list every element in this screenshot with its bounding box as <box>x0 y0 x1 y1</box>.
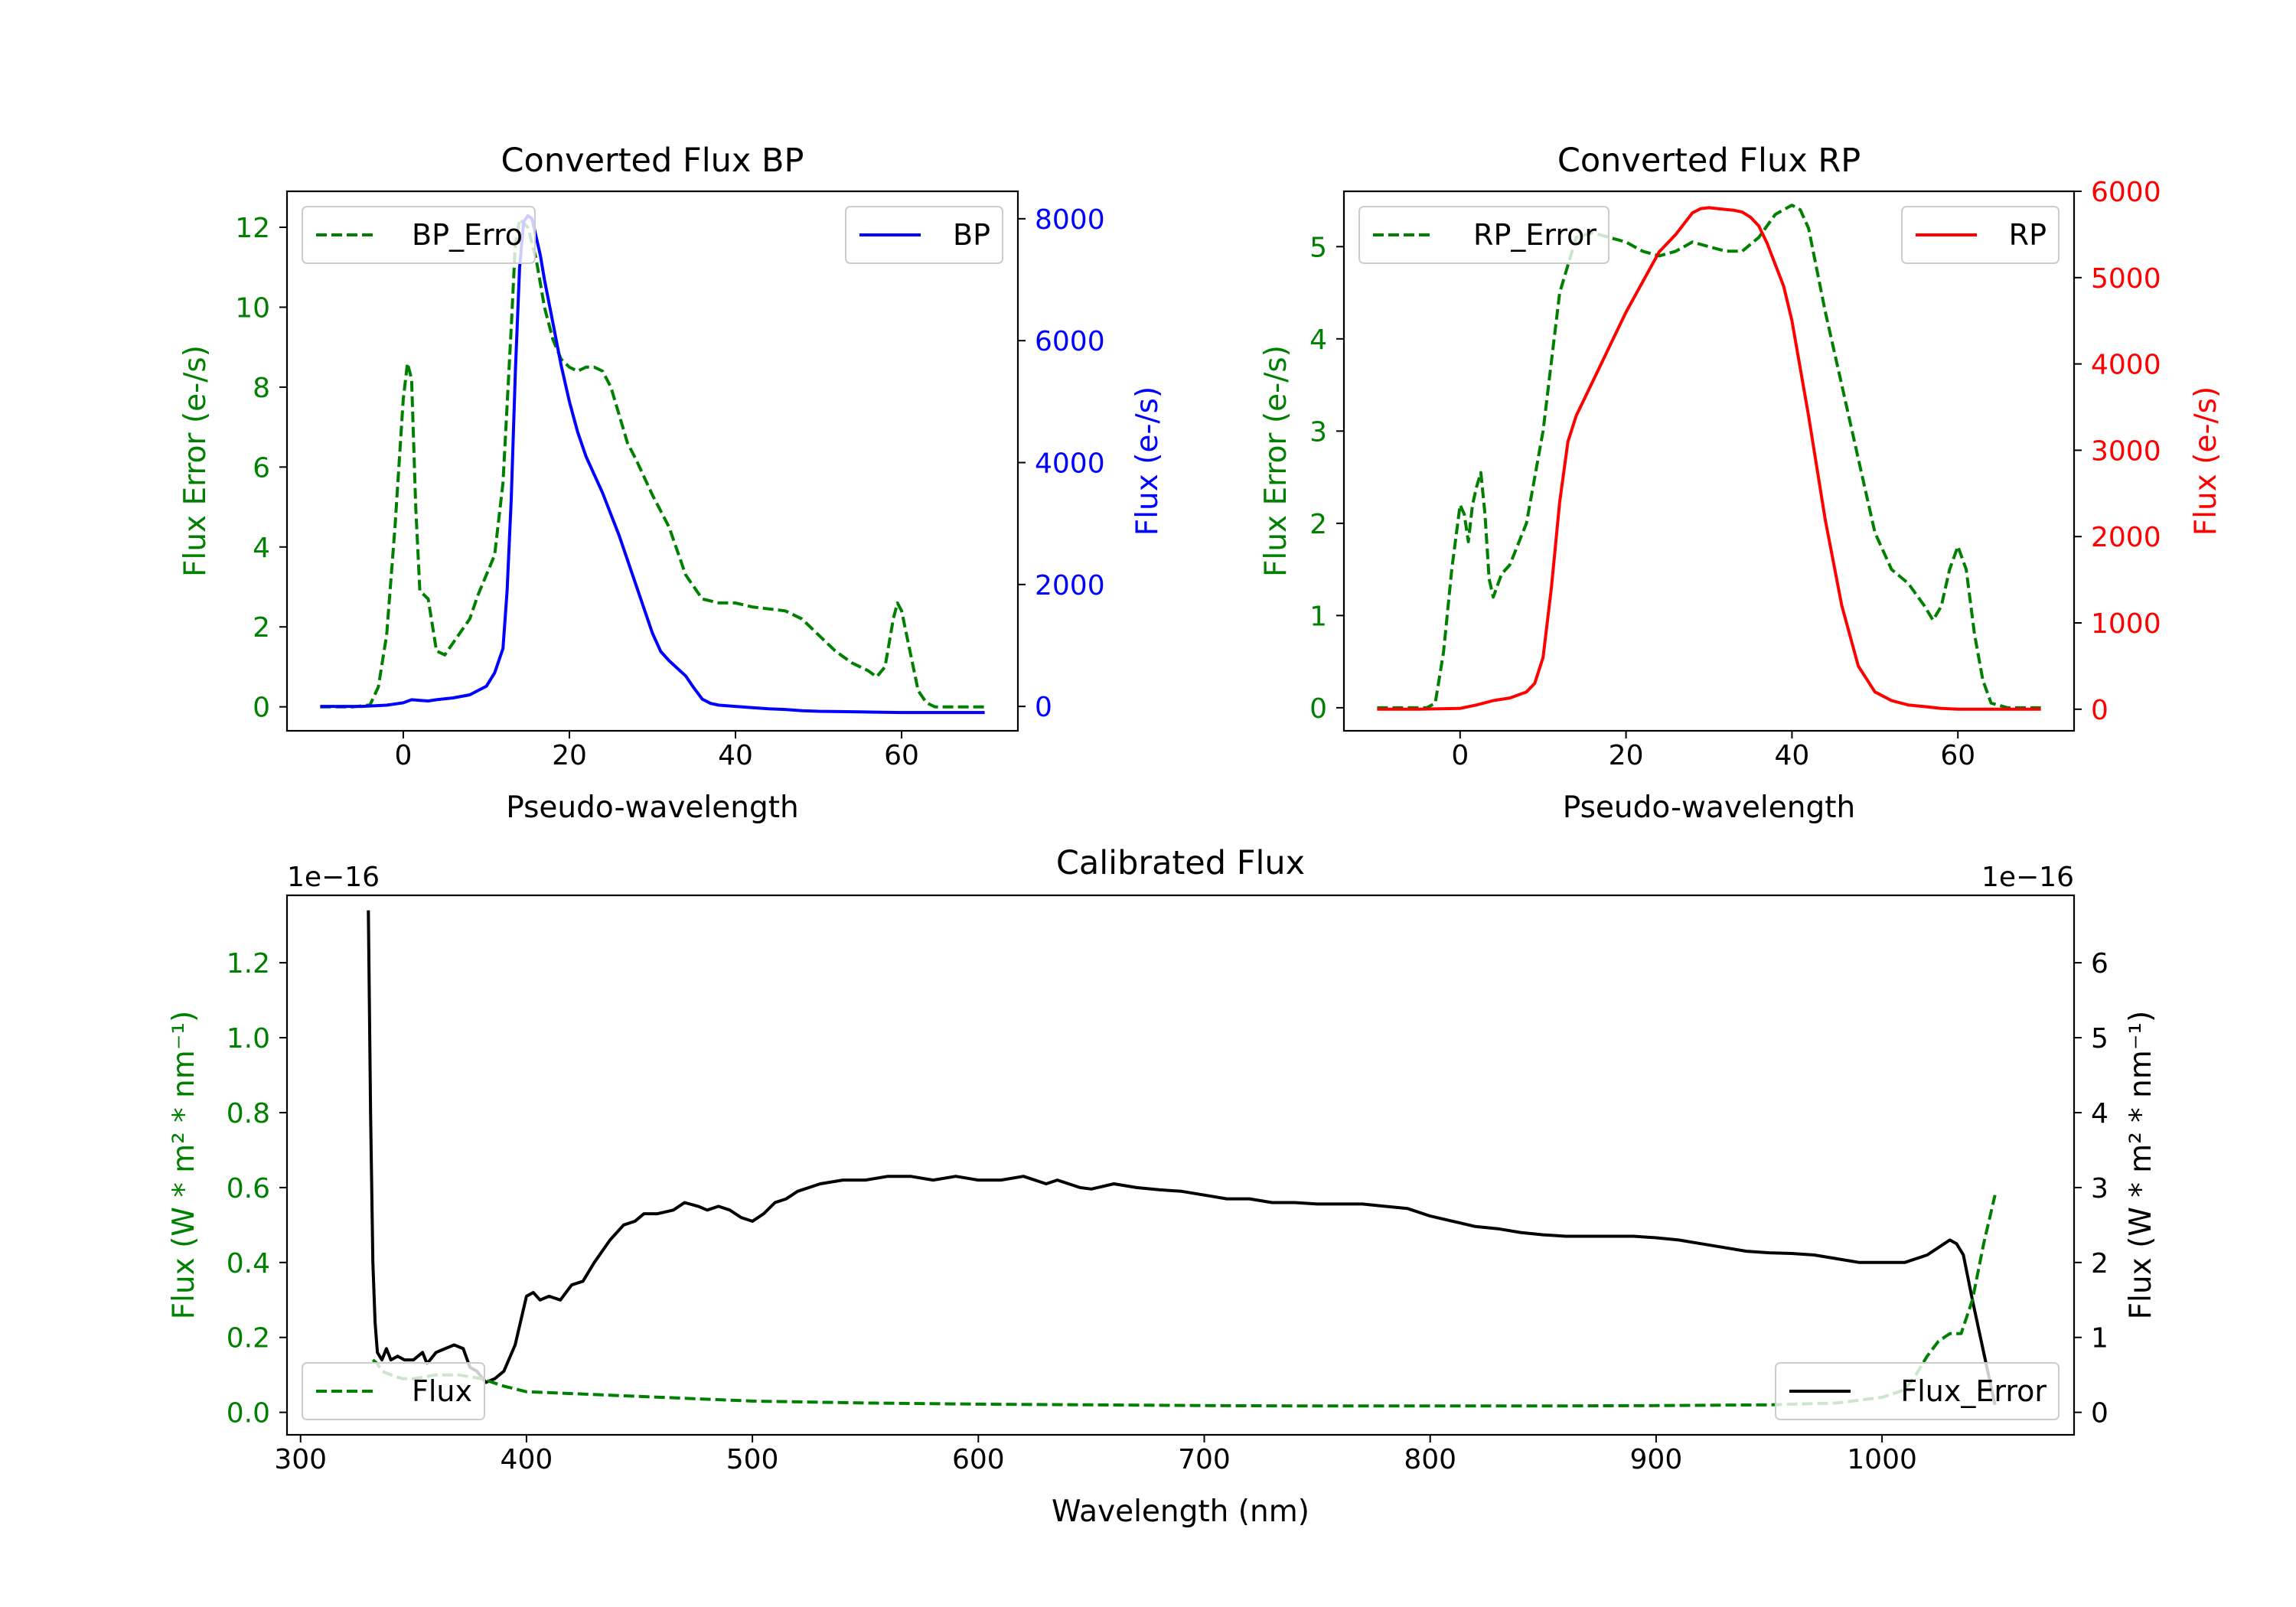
x-axis-label: Pseudo-wavelength <box>506 790 798 825</box>
y-right-tick-label: 2000 <box>1035 570 1105 601</box>
x-tick-label: 1000 <box>1847 1444 1917 1475</box>
x-tick-label: 500 <box>726 1444 779 1475</box>
chart-converted-flux-rp: 0 20 40 60 0 1 2 3 4 5 0 1000 2000 3000 4000 5000 6000 Co… <box>1259 142 2223 825</box>
y-left-tick-label: 0.4 <box>227 1248 270 1279</box>
y-left-tick-label: 0.2 <box>227 1323 270 1354</box>
y-left-tick-label: 8 <box>253 373 270 404</box>
chart-converted-flux-bp: 0 20 40 60 0 2 4 6 8 10 12 0 2000 4000 6000 8000 Convert… <box>178 142 1165 825</box>
x-axis-label: Wavelength (nm) <box>1052 1495 1309 1529</box>
series-line-bp-error <box>320 217 985 709</box>
plot-frame <box>285 190 1019 732</box>
x-tick-label: 900 <box>1630 1444 1683 1475</box>
x-tick-label: 300 <box>274 1444 327 1475</box>
series-line-rp-error <box>1377 204 2041 709</box>
y-right-tick-label: 6000 <box>1035 326 1105 357</box>
y-left-tick-label: 0.8 <box>227 1098 270 1129</box>
y-right-axis-label: Flux (e-/s) <box>1130 386 1165 536</box>
x-tick-label: 60 <box>884 740 919 771</box>
y-right-axis-label: Flux (e-/s) <box>2189 386 2223 536</box>
y-left-offset-label: 1e−16 <box>287 862 380 893</box>
chart-title: Converted Flux RP <box>1557 142 1861 180</box>
x-tick-label: 700 <box>1178 1444 1231 1475</box>
plot-frame <box>285 894 2076 1436</box>
x-tick-label: 800 <box>1404 1444 1456 1475</box>
x-tick-label: 600 <box>952 1444 1005 1475</box>
legend-right-label: RP <box>2009 218 2047 252</box>
chart-title: Calibrated Flux <box>1056 844 1305 882</box>
y-right-tick-label: 8000 <box>1035 204 1105 236</box>
y-left-axis-label: Flux (W * m² * nm⁻¹) <box>167 1011 201 1320</box>
y-right-tick-label: 4000 <box>1035 448 1105 479</box>
y-left-tick-label: 1 <box>1309 601 1327 632</box>
legend-right-box <box>1775 1362 2060 1420</box>
legend-left-label: BP_Erro <box>412 218 523 252</box>
legend-left-box <box>302 1362 485 1420</box>
y-right-tick-label: 6 <box>2091 948 2108 980</box>
chart-title: Converted Flux BP <box>501 142 804 180</box>
y-right-tick-label: 2000 <box>2091 522 2161 553</box>
y-left-tick-label: 0.0 <box>227 1398 270 1429</box>
legend-right-box <box>845 206 1003 264</box>
y-left-tick-label: 1.2 <box>227 948 270 980</box>
y-left-tick-label: 0 <box>1309 693 1327 725</box>
y-right-axis-label: Flux (W * m² * nm⁻¹) <box>2124 1011 2158 1320</box>
y-left-tick-label: 4 <box>253 533 270 564</box>
y-left-tick-label: 4 <box>1309 324 1327 356</box>
y-right-tick-label: 2 <box>2091 1248 2108 1279</box>
y-right-tick-label: 3000 <box>2091 435 2161 467</box>
y-left-axis-label: Flux Error (e-/s) <box>178 345 213 577</box>
legend-left-label: Flux <box>412 1374 472 1408</box>
y-left-axis-label: Flux Error (e-/s) <box>1259 345 1293 577</box>
x-axis-label: Pseudo-wavelength <box>1563 790 1855 825</box>
y-right-tick-label: 0 <box>2091 695 2108 726</box>
x-tick-label: 20 <box>552 740 587 771</box>
legend-right-label: BP <box>953 218 990 252</box>
y-right-tick-label: 3 <box>2091 1173 2108 1204</box>
legend-right-label: Flux_Error <box>1900 1374 2047 1408</box>
y-left-tick-label: 0.6 <box>227 1173 270 1204</box>
y-left-tick-label: 2 <box>1309 509 1327 540</box>
y-left-tick-label: 5 <box>1309 232 1327 263</box>
x-tick-label: 60 <box>1940 740 1975 771</box>
y-right-tick-label: 1000 <box>2091 608 2161 640</box>
y-right-tick-label: 6000 <box>2091 177 2161 208</box>
y-left-tick-label: 3 <box>1309 416 1327 448</box>
y-right-offset-label: 1e−16 <box>1981 862 2074 893</box>
x-tick-label: 40 <box>718 740 753 771</box>
chart-calibrated-flux: 300 400 500 600 700 800 900 1000 0.0 0.2 0.4 0.6 0.8… <box>167 844 2158 1529</box>
series-line-rp <box>1377 206 2041 711</box>
y-left-tick-label: 0 <box>253 693 270 724</box>
plot-frame <box>1342 190 2076 732</box>
y-right-tick-label: 4 <box>2091 1098 2108 1129</box>
legend-left-box <box>302 206 536 264</box>
y-left-tick-label: 1.0 <box>227 1023 270 1054</box>
y-left-tick-label: 10 <box>235 292 270 324</box>
legend-right-box <box>1901 206 2060 264</box>
y-right-tick-label: 5 <box>2091 1023 2108 1054</box>
y-right-tick-label: 1 <box>2091 1323 2108 1354</box>
y-right-tick-label: 0 <box>2091 1398 2108 1429</box>
y-right-tick-label: 0 <box>1035 692 1052 723</box>
x-tick-label: 0 <box>1451 740 1469 771</box>
x-tick-label: 40 <box>1775 740 1810 771</box>
y-right-tick-label: 5000 <box>2091 263 2161 295</box>
y-left-tick-label: 6 <box>253 452 270 484</box>
y-left-tick-label: 12 <box>235 213 270 244</box>
series-line-bp <box>320 214 985 715</box>
x-tick-label: 400 <box>501 1444 553 1475</box>
y-left-tick-label: 2 <box>253 612 270 644</box>
legend-left-box <box>1358 206 1609 264</box>
x-tick-label: 20 <box>1609 740 1644 771</box>
y-right-tick-label: 4000 <box>2091 350 2161 381</box>
x-tick-label: 0 <box>394 740 412 771</box>
legend-left-label: RP_Error <box>1473 218 1596 252</box>
